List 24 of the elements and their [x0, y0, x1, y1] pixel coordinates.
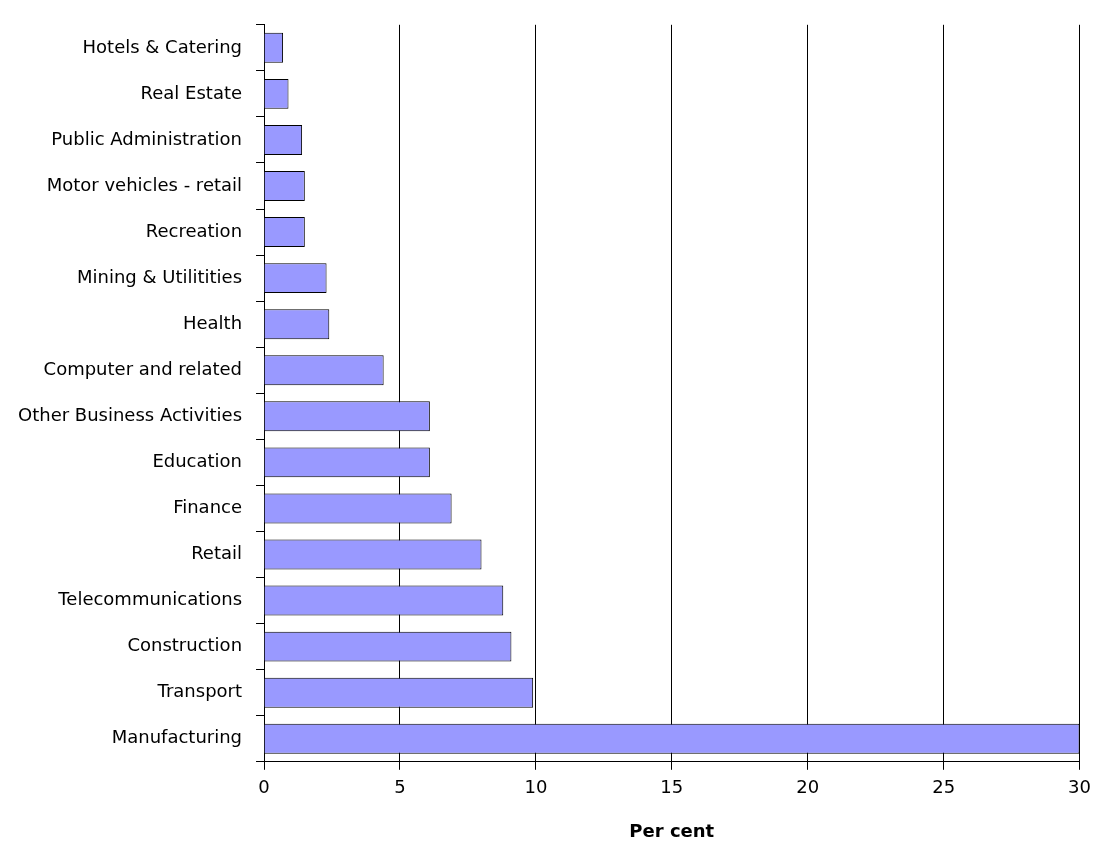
y-tick-label: Construction	[127, 634, 243, 656]
x-axis-title: Per cent	[629, 819, 715, 841]
y-tick-label: Education	[152, 450, 243, 472]
y-tick-label: Public Administration	[51, 127, 243, 149]
x-tick-label: 0	[258, 776, 270, 798]
x-tick-label: 10	[524, 776, 548, 798]
y-tick-label: Telecommunications	[57, 588, 243, 610]
y-tick-label: Real Estate	[140, 81, 243, 103]
y-tick-label: Retail	[191, 542, 243, 564]
y-tick-label: Computer and related	[43, 357, 243, 379]
x-tick-label: 15	[660, 776, 684, 798]
x-tick-label: 20	[796, 776, 820, 798]
y-tick-label: Other Business Activities	[18, 404, 243, 425]
x-tick-label: 30	[1068, 776, 1091, 798]
y-tick-label: Mining & Utilitities	[76, 265, 243, 287]
x-tick-label: 25	[932, 776, 956, 798]
y-tick-label: Manufacturing	[111, 726, 243, 748]
y-tick-label: Recreation	[145, 219, 243, 241]
y-tick-label: Hotels & Catering	[82, 35, 243, 57]
y-tick-label: Finance	[173, 496, 243, 518]
y-tick-label: Motor vehicles - retail	[46, 173, 243, 195]
y-tick-label: Health	[182, 311, 243, 333]
y-tick-label: Transport	[156, 680, 243, 702]
x-tick-label: 5	[394, 776, 406, 798]
